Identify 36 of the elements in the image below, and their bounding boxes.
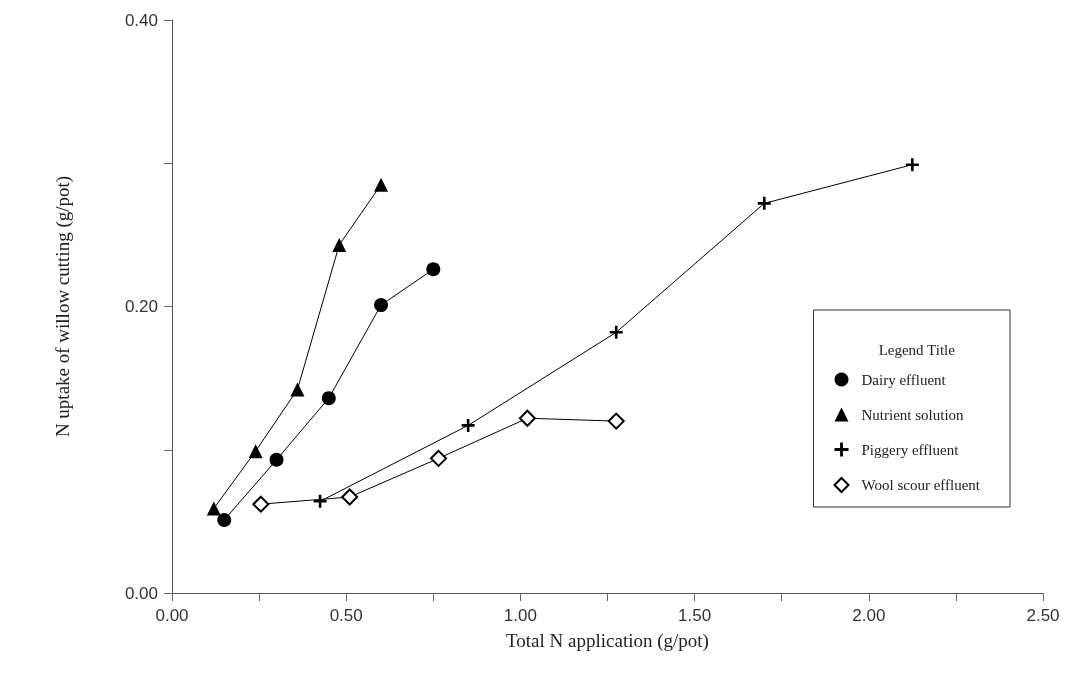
point: [313, 494, 327, 508]
point: [757, 196, 771, 210]
point: [426, 262, 441, 277]
point: [607, 412, 625, 430]
point: [609, 325, 623, 339]
point: [341, 488, 359, 506]
x-tick-label: 0.00: [155, 606, 189, 625]
point: [269, 452, 284, 467]
point: [518, 409, 536, 427]
point: [206, 501, 221, 516]
point: [290, 382, 305, 397]
point: [252, 495, 270, 513]
point: [374, 177, 389, 192]
legend-title: Legend Title: [878, 342, 956, 358]
x-tick-label: 1.00: [503, 606, 537, 625]
point: [461, 418, 475, 432]
point: [217, 512, 232, 527]
point: [374, 298, 389, 313]
y-tick-label: 0.00: [124, 583, 158, 603]
legend-label: Nutrient solution: [861, 406, 965, 423]
x-tick-label: 2.00: [852, 606, 886, 625]
x-axis-title: Total N application (g/pot): [506, 630, 709, 652]
point: [905, 158, 919, 172]
x-tick-label: 1.50: [678, 606, 712, 625]
y-axis-title: N uptake of willow cutting (g/pot): [52, 175, 74, 438]
x-tick-label: 2.50: [1026, 606, 1060, 625]
y-tick-label: 0.20: [124, 297, 158, 316]
point: [332, 237, 347, 252]
point: [248, 444, 263, 459]
legend-label: Piggery effluent: [861, 441, 960, 458]
y-tick-label: 0.40: [124, 10, 158, 30]
point: [430, 449, 448, 467]
legend-label: Wool scour effluent: [861, 477, 981, 493]
point: [321, 391, 336, 406]
x-tick-label: 0.50: [329, 606, 363, 625]
legend-label: Dairy effluent: [861, 371, 947, 388]
